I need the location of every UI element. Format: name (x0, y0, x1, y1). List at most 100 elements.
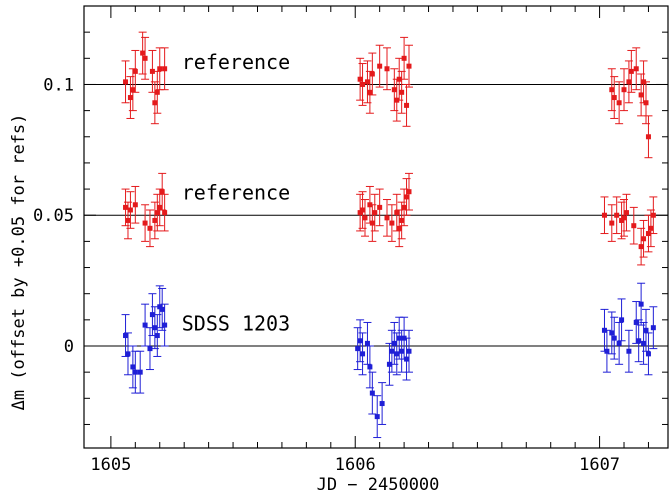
point-marker (394, 210, 400, 216)
data-point-s1-16 (370, 193, 379, 232)
point-marker (142, 322, 148, 328)
point-marker (147, 225, 153, 231)
point-marker (123, 333, 129, 339)
point-marker (369, 71, 375, 77)
axis-ticks (84, 6, 668, 448)
tick-labels: 1605 1606 1607 0 0.05 0.1 (33, 75, 620, 475)
data-point-s1-20 (392, 193, 401, 232)
data-point-s1-27 (607, 204, 616, 242)
data-point-s2-15 (358, 332, 367, 376)
data-point-s0-26 (610, 76, 619, 119)
annotation-label: SDSS 1203 (182, 311, 290, 335)
point-marker (641, 340, 647, 346)
point-marker (152, 325, 158, 331)
data-point-s2-39 (637, 282, 646, 326)
point-marker (154, 210, 160, 216)
point-marker (611, 335, 617, 341)
point-marker (623, 210, 629, 216)
point-marker (127, 207, 133, 213)
point-marker (369, 220, 375, 226)
data-point-s1-18 (382, 199, 391, 237)
y-tick-label: 0.1 (43, 75, 74, 95)
point-marker (125, 351, 131, 357)
point-marker (404, 102, 410, 108)
x-tick-label: 1605 (90, 455, 131, 475)
data-point-s0-6 (148, 49, 157, 93)
data-point-s1-3 (131, 185, 140, 224)
y-axis-label: Δm (offset by +0.05 for refs) (9, 114, 29, 411)
data-point-s1-2 (126, 191, 135, 229)
annotation-label: reference (182, 181, 290, 205)
point-marker (386, 361, 392, 367)
point-marker (147, 346, 153, 352)
data-point-s2-38 (634, 319, 643, 363)
point-marker (619, 217, 625, 223)
point-marker (149, 312, 155, 318)
data-point-s2-1 (123, 332, 132, 376)
point-marker (137, 369, 143, 375)
point-marker (130, 364, 136, 370)
y-tick-label: 0 (64, 337, 74, 357)
point-marker (633, 66, 639, 72)
data-point-s0-22 (400, 36, 409, 80)
data-point-s0-21 (397, 70, 406, 114)
data-point-s0-15 (368, 52, 377, 96)
data-point-s0-10 (160, 47, 169, 91)
data-point-s1-19 (387, 204, 396, 242)
point-marker (643, 327, 649, 333)
point-marker (633, 319, 639, 325)
point-marker (404, 194, 410, 200)
data-point-s2-33 (610, 316, 619, 360)
y-tick-label: 0.05 (33, 206, 74, 226)
point-marker (360, 81, 366, 87)
annotation-label: reference (182, 50, 290, 74)
point-marker (162, 66, 168, 72)
point-marker (149, 68, 155, 74)
point-marker (162, 322, 168, 328)
data-point-s0-17 (382, 47, 391, 91)
point-marker (123, 204, 129, 210)
point-marker (369, 390, 375, 396)
point-marker (360, 351, 366, 357)
point-marker (621, 215, 627, 221)
point-marker (601, 212, 607, 218)
point-marker (406, 348, 412, 354)
data-point-s0-31 (632, 47, 641, 91)
point-marker (611, 95, 617, 101)
point-marker (159, 189, 165, 195)
point-marker (643, 100, 649, 106)
point-marker (621, 87, 627, 93)
point-marker (364, 79, 370, 85)
data-point-s2-35 (617, 298, 626, 342)
point-marker (377, 204, 383, 210)
data-point-s2-10 (155, 285, 164, 329)
point-marker (396, 335, 402, 341)
data-point-s1-37 (649, 196, 658, 235)
point-marker (157, 204, 163, 210)
point-marker (152, 217, 158, 223)
point-marker (631, 223, 637, 229)
point-marker (162, 210, 168, 216)
point-marker (638, 301, 644, 307)
data-point-s1-25 (404, 172, 413, 211)
point-marker (132, 68, 138, 74)
point-marker (125, 217, 131, 223)
point-marker (159, 306, 165, 312)
point-marker (142, 55, 148, 61)
point-marker (360, 207, 366, 213)
point-marker (399, 89, 405, 95)
data-point-s0-3 (131, 49, 140, 93)
point-marker (157, 66, 163, 72)
x-tick-label: 1606 (335, 455, 376, 475)
point-marker (154, 89, 160, 95)
data-point-s2-36 (624, 329, 633, 373)
point-marker (609, 220, 615, 226)
x-tick-label: 1607 (579, 455, 620, 475)
point-marker (142, 220, 148, 226)
point-marker (638, 92, 644, 98)
point-marker (362, 215, 368, 221)
point-marker (626, 348, 632, 354)
point-marker (406, 63, 412, 69)
point-marker (401, 55, 407, 61)
point-marker (389, 348, 395, 354)
